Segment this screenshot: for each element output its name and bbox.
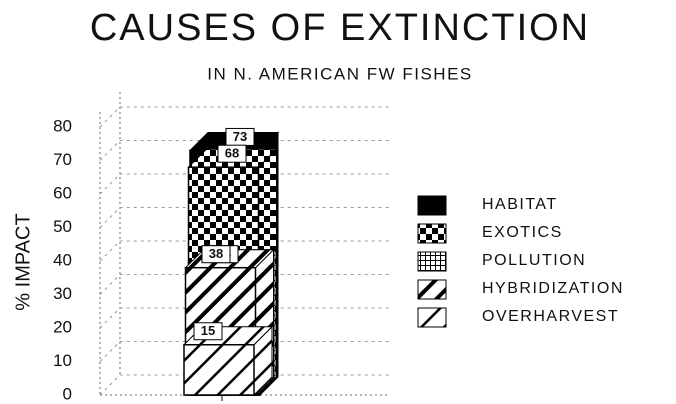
legend-swatch xyxy=(417,223,447,244)
legend-swatch xyxy=(417,251,447,272)
chart-title: CAUSES OF EXTINCTION xyxy=(90,7,590,49)
y-tick-label: 30 xyxy=(53,284,72,303)
y-tick-label: 60 xyxy=(53,183,72,202)
bar-face xyxy=(183,344,255,396)
value-label: 73 xyxy=(233,129,247,144)
y-tick-label: 20 xyxy=(53,317,72,336)
legend-swatch xyxy=(417,307,447,328)
grid-line xyxy=(99,274,390,295)
legend-label: OVERHARVEST xyxy=(482,308,619,325)
legend-swatch xyxy=(417,279,447,300)
value-label: 38 xyxy=(209,246,223,261)
value-label-box xyxy=(217,144,247,163)
y-tick-label: 40 xyxy=(53,250,72,269)
y-tick-label: 50 xyxy=(53,217,72,236)
grid-line xyxy=(99,374,390,396)
grid-line xyxy=(99,307,390,329)
grid-line xyxy=(99,240,390,262)
y-tick-label: 70 xyxy=(53,150,72,169)
grid-line xyxy=(99,341,390,362)
legend-label: EXOTICS xyxy=(482,224,563,241)
value-label: 15 xyxy=(201,323,215,338)
y-tick-label: 10 xyxy=(53,351,72,370)
chart-subtitle: IN N. AMERICAN FW FISHES xyxy=(207,64,473,83)
grid-line xyxy=(99,207,390,228)
y-tick-label: 80 xyxy=(53,116,72,135)
value-label-box xyxy=(193,322,223,341)
legend-label: POLLUTION xyxy=(482,252,586,269)
y-axis-label: % IMPACT xyxy=(12,213,34,310)
grid-line xyxy=(99,106,390,128)
grid-line xyxy=(99,173,390,195)
legend-swatch xyxy=(417,195,447,216)
value-label: 68 xyxy=(225,146,239,161)
legend-label: HYBRIDIZATION xyxy=(482,280,624,297)
y-tick-label: 0 xyxy=(63,384,72,403)
value-label-box xyxy=(201,245,231,264)
grid-line xyxy=(99,140,390,161)
legend-label: HABITAT xyxy=(482,196,558,213)
